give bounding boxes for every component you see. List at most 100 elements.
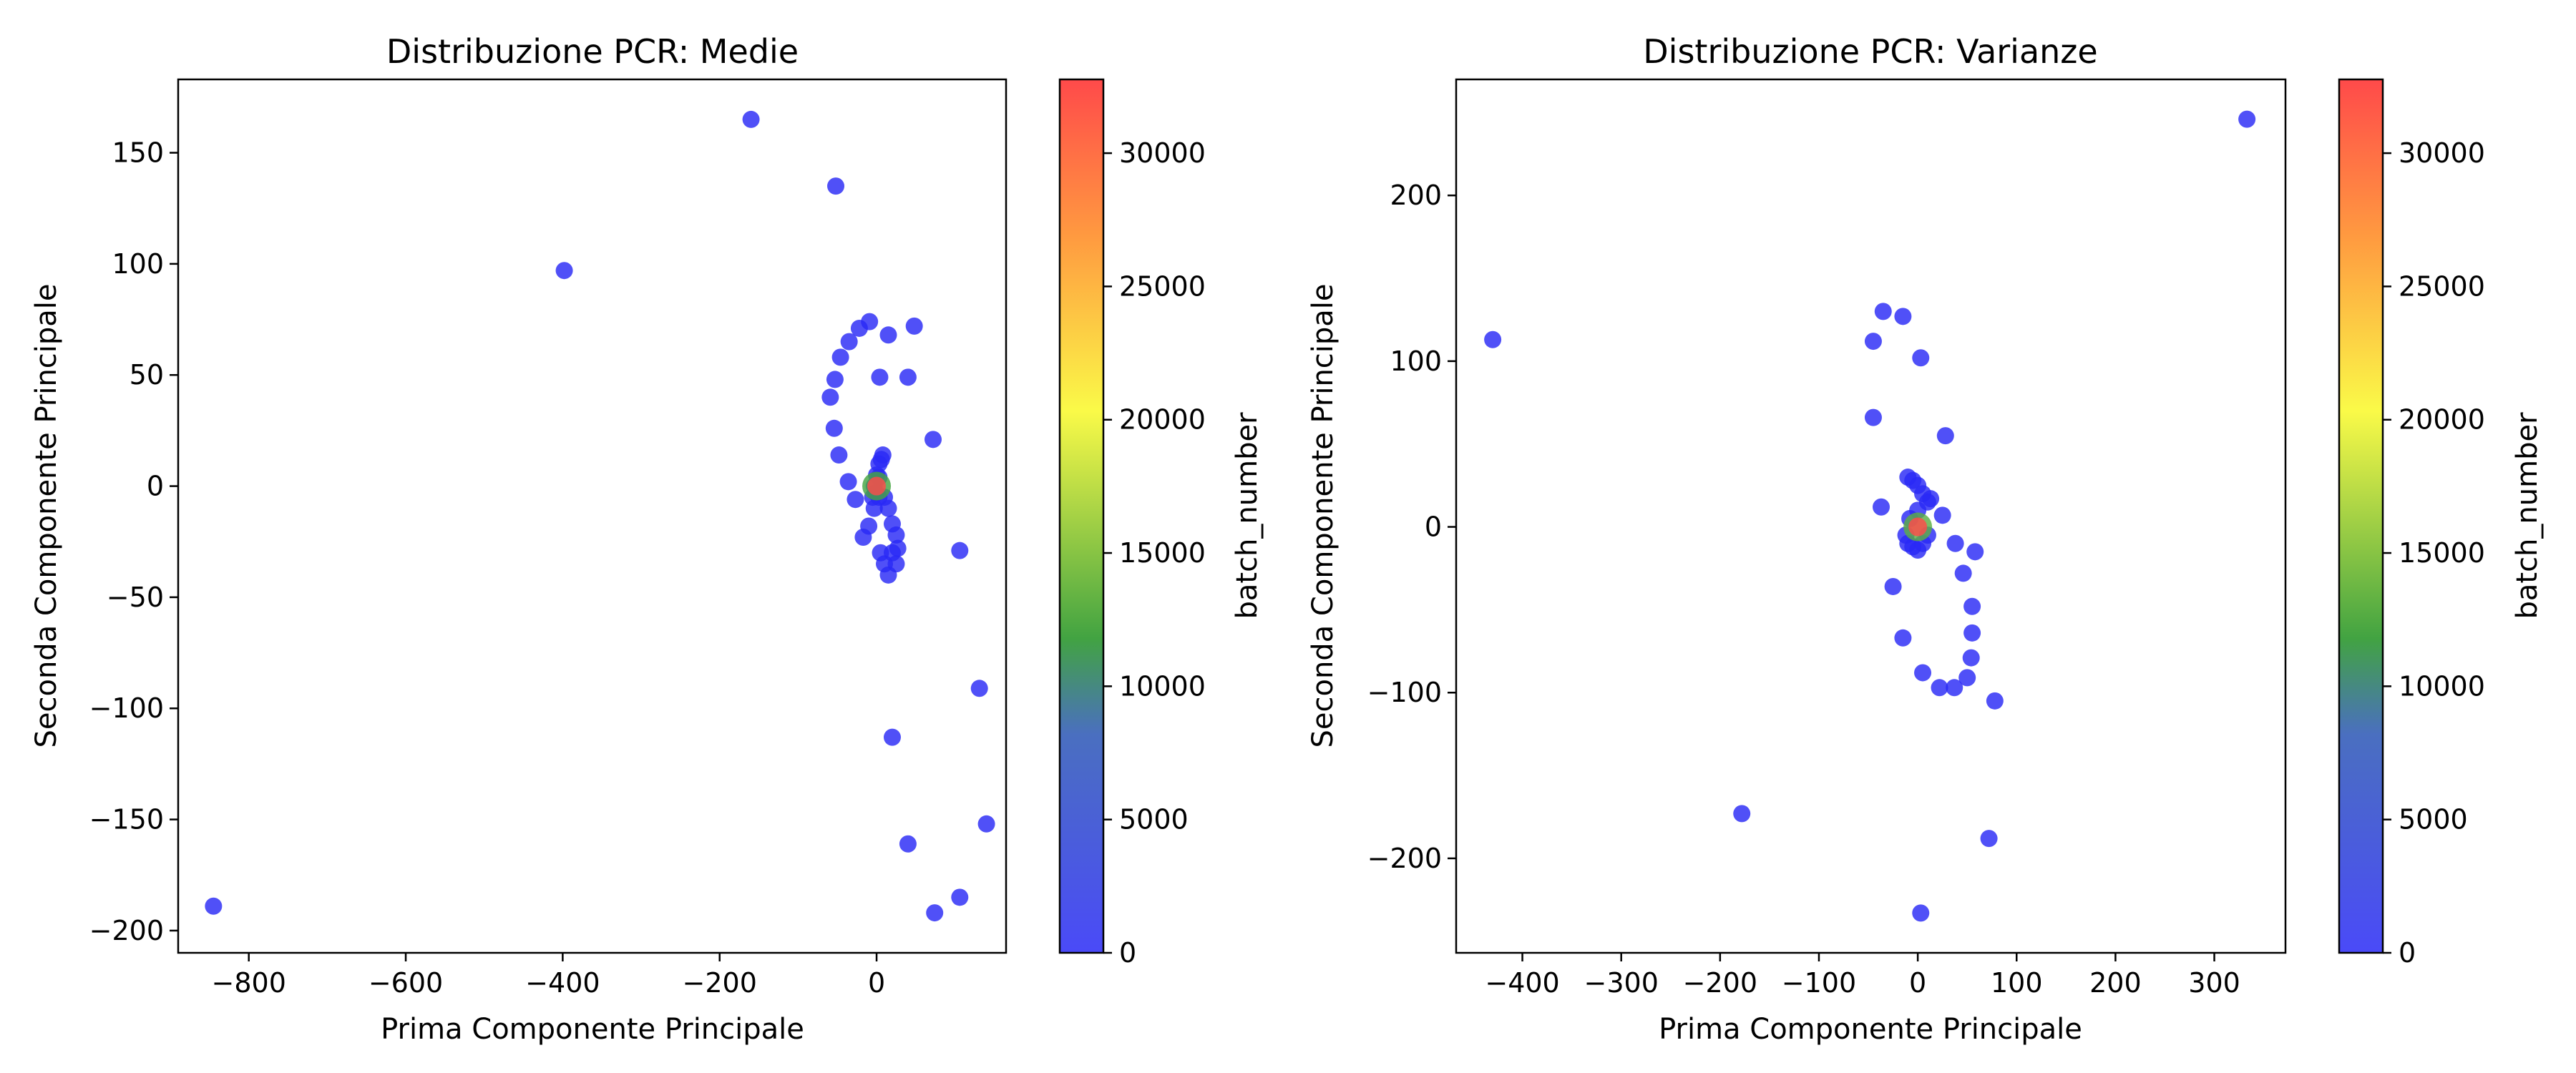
plot-area [205,110,995,922]
data-point [825,419,843,437]
data-point [924,431,942,449]
data-point [1931,679,1948,697]
data-point [839,473,857,491]
data-point [887,555,905,573]
data-point [1958,669,1976,687]
data-point [205,897,223,915]
data-point [970,680,988,697]
data-point [1894,629,1912,647]
x-tick-label: 0 [868,967,885,999]
colorbar-tick-label: 30000 [2399,137,2485,169]
data-point [1936,427,1954,445]
y-tick-label: −50 [107,582,164,613]
colorbar-tick-label: 15000 [2399,537,2485,569]
data-point [1914,664,1932,682]
data-point [826,371,844,388]
data-point [899,368,917,386]
colorbar-ticks: 0 5000 10000 15000 20000 25000 30000 [2383,137,2485,969]
data-point [1864,333,1882,351]
colorbar-tick-label: 5000 [1119,804,1189,836]
data-point [879,326,897,344]
colorbar-tick-label: 25000 [1119,270,1206,302]
y-tick-label: −200 [89,915,164,946]
data-point [1986,692,2004,710]
y-tick-label: 200 [1390,180,1442,211]
y-tick-label: 0 [147,471,164,502]
y-ticks: −200 −150 −100 −50 0 50 100 150 [89,137,178,946]
panel-medie: Distribuzione PCR: Medie Prima Component… [30,32,1264,1046]
data-point [889,539,907,557]
x-tick-label: 100 [1991,967,2043,999]
data-point [1912,904,1930,922]
data-point [977,815,995,833]
data-point [867,476,887,496]
y-axis-label: Seconda Componente Principale [30,283,63,748]
data-point [1484,330,1502,348]
data-point [1873,498,1890,516]
data-point [555,262,573,280]
y-tick-label: −100 [1367,677,1442,708]
colorbar-label: batch_number [2511,412,2544,619]
data-point [1884,577,1902,595]
data-point [1954,564,1972,582]
data-point [827,177,845,195]
data-point [1933,506,1951,524]
data-point [883,515,901,533]
y-tick-label: 100 [112,248,164,280]
x-axis-label: Prima Componente Principale [381,1013,804,1046]
x-tick-label: −300 [1584,967,1659,999]
data-point [1946,534,1964,552]
colorbar-tick-label: 0 [2399,937,2416,969]
data-point [742,110,760,128]
x-tick-label: −200 [683,967,757,999]
x-tick-label: −400 [1485,967,1559,999]
data-point [1980,830,1998,848]
data-point [1963,624,1981,642]
data-point [2238,110,2256,128]
x-ticks: −800 −600 −400 −200 0 [212,953,885,999]
x-tick-label: −600 [369,967,443,999]
data-point [926,904,944,922]
colorbar-tick-label: 25000 [2399,270,2485,302]
x-ticks: −400 −300 −200 −100 0 100 200 300 [1485,953,2240,999]
plot-title: Distribuzione PCR: Varianze [1643,32,2098,71]
colorbar-tick-label: 15000 [1119,537,1206,569]
x-axis-label: Prima Componente Principale [1659,1013,2082,1046]
y-tick-label: −100 [89,692,164,724]
colorbar-tick-label: 20000 [1119,404,1206,436]
data-point [1733,805,1751,823]
x-tick-label: −400 [525,967,600,999]
x-tick-label: −100 [1782,967,1856,999]
x-tick-label: 200 [2089,967,2142,999]
data-point [874,446,892,464]
axes-frame [1455,78,2287,954]
x-tick-label: −800 [212,967,286,999]
data-point [1946,679,1963,697]
data-point [854,529,872,547]
data-point [830,446,848,464]
colorbar-tick-label: 30000 [1119,137,1206,169]
data-point [840,333,858,351]
plot-area [1484,110,2256,922]
data-point [1963,597,1981,615]
data-point [850,319,868,337]
data-point [1962,649,1980,667]
colorbar [2338,78,2384,954]
data-point [847,491,864,509]
colorbar-tick-label: 20000 [2399,404,2485,436]
panel-varianze: Distribuzione PCR: Varianze Prima Compon… [1307,32,2544,1046]
colorbar-tick-label: 5000 [2399,804,2468,836]
data-point [951,542,969,559]
colorbar [1058,78,1105,954]
data-point [1908,517,1928,536]
y-tick-label: 150 [112,137,164,169]
x-tick-label: 0 [1909,967,1926,999]
colorbar-label: batch_number [1231,412,1264,619]
data-point [1874,303,1892,320]
data-point [831,348,849,366]
colorbar-ticks: 0 5000 10000 15000 20000 25000 30000 [1103,137,1206,969]
data-point [871,368,889,386]
colorbar-tick-label: 10000 [1119,670,1206,702]
data-point [951,888,969,906]
y-ticks: −200 −100 0 100 200 [1367,180,1456,874]
